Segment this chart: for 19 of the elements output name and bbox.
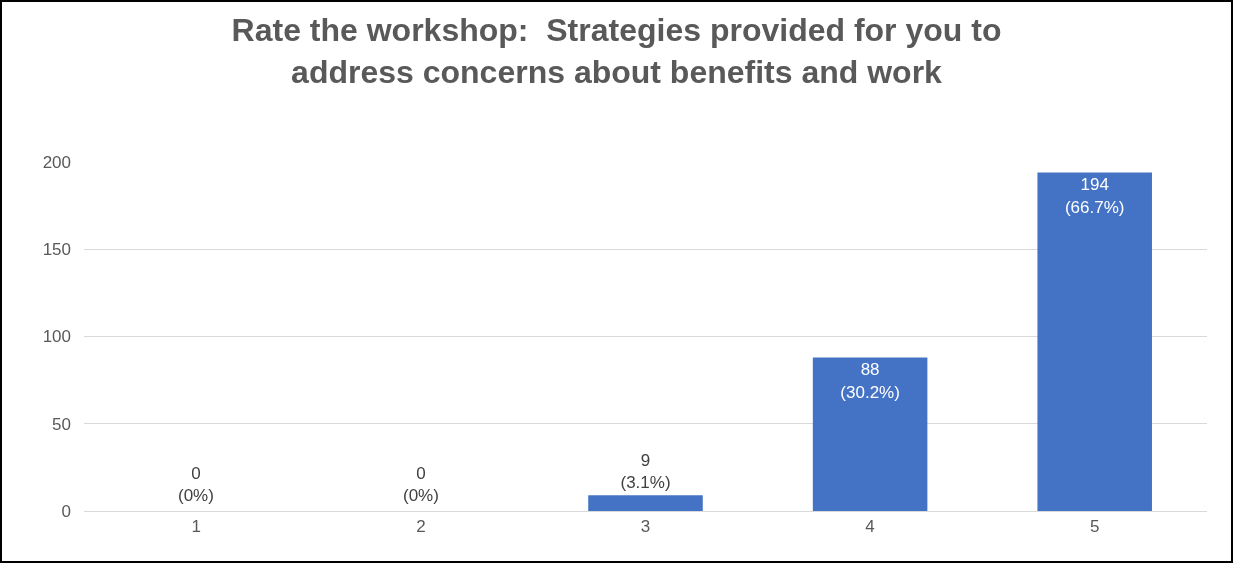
x-tick-label: 2 xyxy=(416,517,426,537)
y-tick-label: 50 xyxy=(52,414,71,434)
y-tick-label: 150 xyxy=(42,240,71,260)
data-label: 88 (30.2%) xyxy=(840,360,900,402)
data-label: 9 (3.1%) xyxy=(620,451,671,493)
data-label: 194 (66.7%) xyxy=(1064,175,1125,217)
x-tick-label: 1 xyxy=(191,517,202,537)
y-tick-label: 200 xyxy=(42,152,71,172)
x-tick-label: 4 xyxy=(865,517,875,537)
bar xyxy=(812,357,928,511)
y-tick-label: 0 xyxy=(61,501,71,521)
x-tick-label: 5 xyxy=(1089,517,1100,537)
data-label: 0 (0%) xyxy=(178,464,214,506)
bar xyxy=(588,495,703,511)
bar xyxy=(1037,172,1152,511)
chart-title: Rate the workshop: Strategies provided for you to address concerns about benefits and work xyxy=(231,12,1002,90)
x-tick-label: 3 xyxy=(640,517,651,537)
y-tick-label: 100 xyxy=(42,327,71,347)
data-label: 0 (0%) xyxy=(403,464,439,506)
